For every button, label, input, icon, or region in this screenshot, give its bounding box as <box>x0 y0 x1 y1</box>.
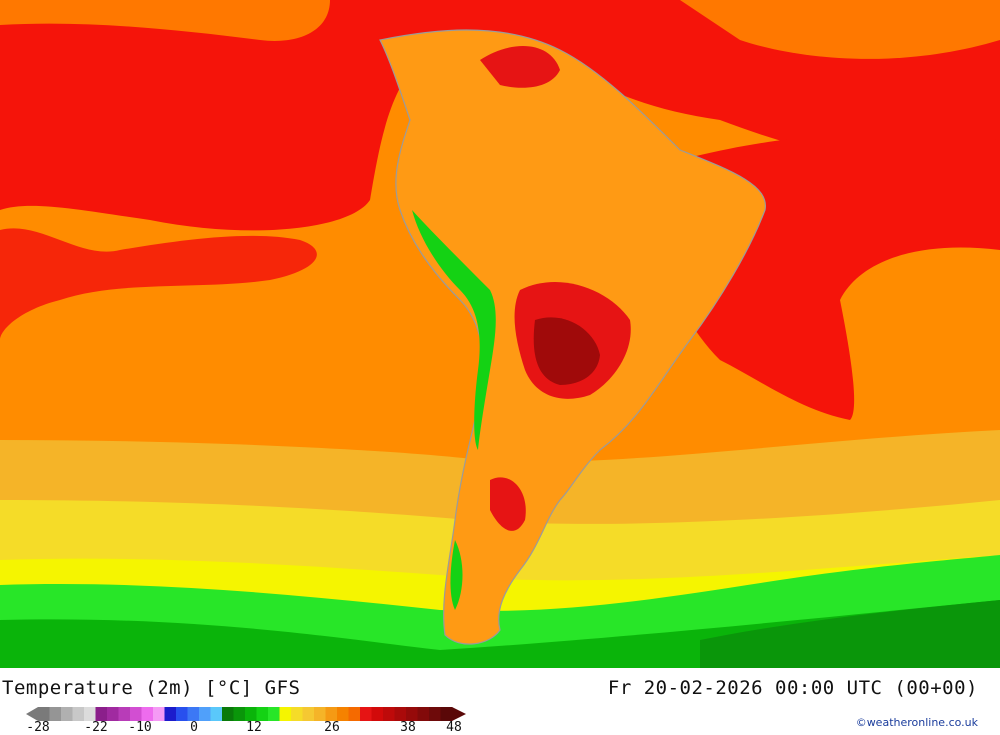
scale-swatch <box>268 707 280 721</box>
scale-swatch <box>95 707 108 721</box>
scale-swatch <box>325 707 338 721</box>
scale-swatch <box>153 707 165 721</box>
scale-swatch <box>371 707 384 721</box>
scale-tick-label: 0 <box>190 720 198 735</box>
andes-cool-strip <box>412 210 496 450</box>
scale-tick-label: 12 <box>246 720 262 735</box>
scale-swatch <box>383 707 395 721</box>
scale-tick-label: 26 <box>324 720 340 735</box>
scale-swatch <box>360 707 372 721</box>
scale-swatch <box>291 707 303 721</box>
north-warm-band <box>0 0 1000 231</box>
scale-tick-label: 48 <box>446 720 462 735</box>
scale-tick-label: -28 <box>26 720 50 735</box>
valid-time: Fr 20-02-2026 00:00 UTC (00+00) <box>607 677 978 699</box>
scale-swatch <box>245 707 257 721</box>
pacific-warm-blob <box>0 228 317 340</box>
scale-swatch <box>348 707 361 721</box>
scale-swatch <box>164 707 177 721</box>
color-scale-bar <box>26 707 466 721</box>
scale-swatch <box>394 707 407 721</box>
scale-swatch <box>72 707 85 721</box>
scale-swatch <box>314 707 326 721</box>
scale-swatch <box>279 707 292 721</box>
scale-swatch <box>49 707 62 721</box>
map-title: Temperature (2m) [°C] GFS <box>2 677 301 699</box>
credit-link[interactable]: ©weatheronline.co.uk <box>855 716 978 729</box>
scale-swatch <box>141 707 154 721</box>
scale-swatch <box>429 707 441 721</box>
scale-swatch <box>440 707 453 721</box>
scale-swatch <box>187 707 200 721</box>
scale-swatch <box>233 707 246 721</box>
scale-tick-label: -10 <box>128 720 152 735</box>
temperature-map <box>0 0 1000 668</box>
chaco-hot-core <box>533 317 600 385</box>
scale-swatch <box>406 707 418 721</box>
scale-swatch <box>84 707 96 721</box>
southern-andes-cool <box>450 540 463 610</box>
scale-tick-label: 38 <box>400 720 416 735</box>
map-canvas <box>0 0 1000 668</box>
scale-swatch <box>199 707 211 721</box>
scale-swatch <box>176 707 188 721</box>
scale-swatch <box>61 707 73 721</box>
scale-swatch <box>302 707 315 721</box>
scale-tick-label: -22 <box>84 720 108 735</box>
band-4c <box>700 600 1000 668</box>
scale-swatch <box>256 707 269 721</box>
scale-swatch <box>38 707 50 721</box>
scale-swatch <box>210 707 223 721</box>
scale-swatch <box>337 707 349 721</box>
scale-swatch <box>222 707 234 721</box>
scale-right-arrow <box>452 707 466 721</box>
scale-swatch <box>417 707 430 721</box>
scale-swatch <box>118 707 131 721</box>
scale-swatch <box>130 707 142 721</box>
scale-left-arrow <box>26 707 38 721</box>
map-footer: Temperature (2m) [°C] GFS Fr 20-02-2026 … <box>0 668 1000 735</box>
venezuela-hot-area <box>480 46 560 88</box>
patagonia-warm-area <box>490 477 526 531</box>
scale-swatch <box>107 707 119 721</box>
northeast-cool-patch <box>680 0 1000 59</box>
north-cool-patch <box>0 0 330 41</box>
